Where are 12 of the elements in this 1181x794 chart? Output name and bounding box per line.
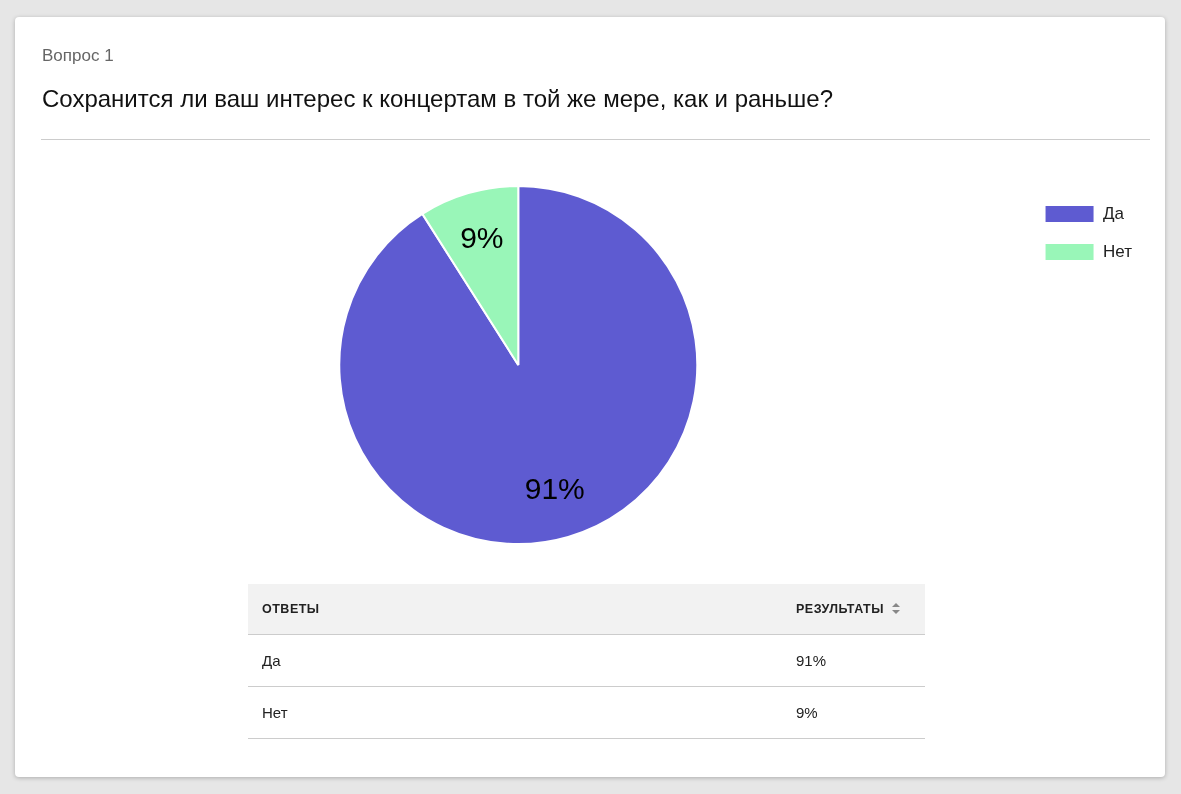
legend-label: Нет: [1103, 241, 1133, 261]
chart-title: Сохранится ли ваш интерес к концертам в той же мере, как и раньше?: [42, 85, 834, 113]
text: РЕЗУЛЬТАТЫ: [796, 602, 884, 616]
legend-label: Да: [1103, 203, 1125, 223]
text: 91%: [796, 652, 827, 669]
data-label: 91%: [524, 471, 585, 505]
category-label: Да: [262, 652, 281, 669]
data-label: 9%: [460, 220, 504, 254]
category-label: Нет: [262, 704, 288, 721]
text: Вопрос 1: [42, 46, 114, 66]
text: ОТВЕТЫ: [248, 584, 782, 635]
text: 9%: [796, 704, 818, 721]
